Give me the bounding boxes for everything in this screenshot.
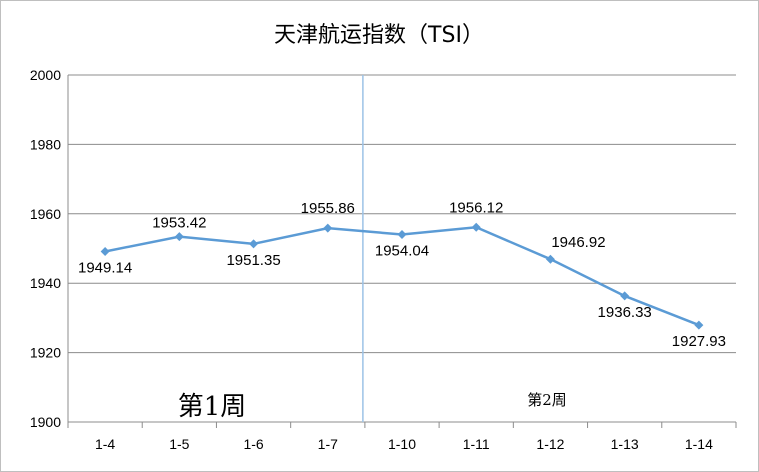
y-tick-label: 1940 bbox=[30, 275, 61, 291]
x-tick-label: 1-12 bbox=[536, 436, 564, 452]
data-point-marker bbox=[694, 320, 704, 330]
x-tick-label: 1-14 bbox=[685, 436, 713, 452]
week-1-annotation: 第1周 bbox=[178, 392, 247, 422]
data-label: 1949.14 bbox=[78, 259, 132, 276]
x-tick-label: 1-4 bbox=[95, 436, 115, 452]
y-tick-label: 2000 bbox=[30, 67, 61, 83]
data-point-marker bbox=[620, 291, 630, 301]
data-label: 1951.35 bbox=[226, 252, 280, 269]
data-label: 1956.12 bbox=[449, 199, 503, 216]
x-tick-label: 1-13 bbox=[611, 436, 639, 452]
y-tick-label: 1960 bbox=[30, 206, 61, 222]
data-point-marker bbox=[249, 239, 259, 249]
data-point-marker bbox=[100, 246, 110, 256]
x-tick-label: 1-5 bbox=[169, 436, 189, 452]
y-tick-label: 1900 bbox=[30, 414, 61, 430]
x-tick-label: 1-7 bbox=[318, 436, 338, 452]
data-label: 1953.42 bbox=[152, 215, 206, 232]
axes bbox=[67, 75, 737, 428]
x-tick-labels: 1-4 1-5 1-6 1-7 1-10 1-11 1-12 1-13 1-14 bbox=[95, 436, 713, 452]
data-label: 1954.04 bbox=[375, 242, 429, 259]
data-label: 1927.93 bbox=[672, 333, 726, 350]
data-label: 1936.33 bbox=[598, 304, 652, 321]
data-label: 1955.86 bbox=[301, 200, 355, 217]
x-tick-label: 1-10 bbox=[388, 436, 416, 452]
y-tick-label: 1980 bbox=[30, 136, 61, 152]
y-tick-labels: 1900 1920 1940 1960 1980 2000 bbox=[30, 67, 61, 430]
x-tick-label: 1-11 bbox=[463, 436, 490, 452]
data-point-marker bbox=[323, 223, 333, 233]
data-point-marker bbox=[174, 232, 184, 242]
x-tick-label: 1-6 bbox=[243, 436, 263, 452]
data-point-marker bbox=[471, 222, 481, 232]
chart-title: 天津航运指数（TSI） bbox=[274, 23, 484, 48]
data-labels: 1949.14 1953.42 1951.35 1955.86 1954.04 1956.… bbox=[78, 199, 726, 350]
y-tick-label: 1920 bbox=[30, 345, 61, 361]
week-2-annotation: 第2周 bbox=[527, 391, 567, 409]
data-point-marker bbox=[545, 254, 555, 264]
data-point-marker bbox=[397, 229, 407, 239]
data-label: 1946.92 bbox=[551, 234, 605, 251]
